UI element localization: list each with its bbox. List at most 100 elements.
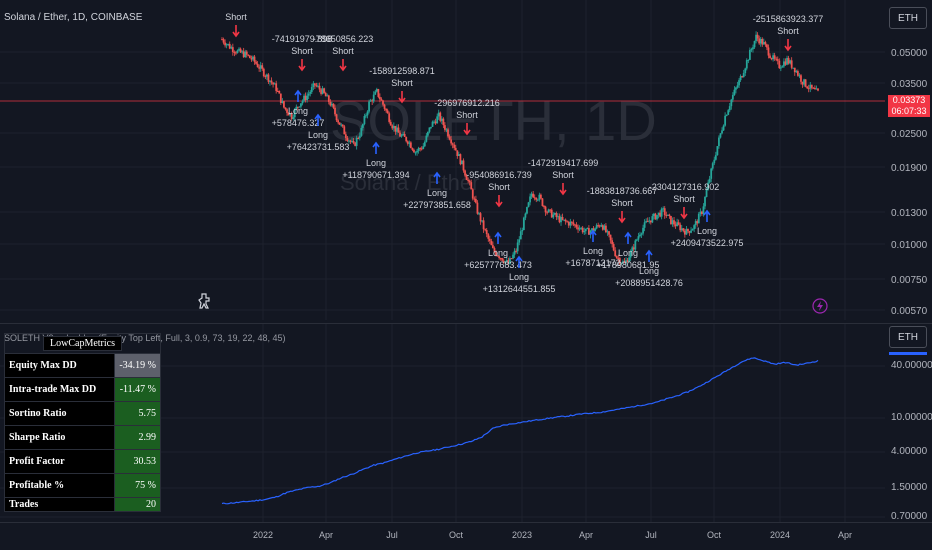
candle-body: [781, 66, 784, 68]
candle-body: [262, 68, 265, 77]
equity-scale-marker: [889, 352, 927, 355]
candle-body: [255, 61, 257, 64]
candle-body: [374, 91, 377, 95]
candle-body: [284, 107, 287, 110]
candle-body: [536, 199, 539, 201]
candle-body: [727, 110, 730, 115]
trade-type-label: Short: [291, 46, 313, 56]
trade-pnl-label: +2088951428.76: [615, 278, 683, 288]
candle-body: [527, 202, 530, 208]
candle-body: [465, 175, 468, 181]
trade-pnl-label: +1678712172: [565, 258, 620, 268]
symbol-title[interactable]: Solana / Ether, 1D, COINBASE: [4, 12, 143, 23]
candle-body: [324, 92, 327, 97]
candle-body: [283, 101, 285, 108]
candle-body: [402, 133, 405, 136]
candle-body: [450, 139, 453, 144]
candle-body: [230, 47, 233, 49]
trade-pnl-label: +625777683.473: [464, 260, 532, 270]
short-arrow-icon: [680, 207, 688, 220]
watermark-main: SOLETH, 1D: [330, 89, 657, 152]
price-tick: 0.00570: [891, 306, 928, 317]
candle-body: [417, 148, 420, 151]
candle-body: [329, 101, 332, 106]
candle-body: [312, 83, 315, 88]
candle-body: [714, 155, 717, 160]
candle-body: [323, 88, 326, 93]
candle-body: [445, 129, 448, 131]
candle-body: [468, 180, 471, 183]
time-axis-divider: [0, 522, 932, 523]
candle-body: [379, 96, 381, 100]
long-arrow-icon: [372, 141, 380, 154]
candle-body: [608, 231, 610, 235]
candle-body: [572, 222, 575, 225]
candle-body: [295, 106, 298, 110]
candle-body: [659, 212, 661, 217]
candle-body: [258, 67, 261, 69]
equity-tick: 10.00000: [891, 412, 932, 423]
currency-button-top[interactable]: ETH: [889, 7, 927, 29]
candle-body: [228, 43, 231, 49]
candle-body: [279, 93, 282, 103]
currency-button-bottom[interactable]: ETH: [889, 326, 927, 348]
candle-body: [227, 43, 230, 45]
candle-body: [670, 215, 672, 225]
candle-body: [331, 103, 333, 106]
candle-body: [612, 244, 615, 251]
candle-body: [225, 44, 228, 46]
candle-body: [256, 63, 259, 68]
trade-pnl-label: +578476.327: [272, 118, 325, 128]
candle-body: [806, 86, 809, 89]
candle-body: [812, 87, 815, 89]
price-chart[interactable]: SOLETH, 1D Solana / Ether Short -74191979…: [0, 0, 885, 320]
trade-type-label: Short: [488, 182, 510, 192]
candle-body: [567, 221, 570, 226]
candle-body: [575, 224, 578, 228]
candle-body: [399, 132, 401, 137]
candle-body: [433, 121, 435, 123]
candle-body: [700, 211, 703, 214]
candle-body: [298, 106, 301, 108]
candle-body: [617, 258, 620, 260]
candle-body: [580, 227, 583, 229]
candle-body: [673, 220, 675, 225]
candle-body: [303, 95, 305, 101]
candle-body: [767, 47, 770, 56]
dino-icon[interactable]: [196, 292, 212, 310]
candle-body: [762, 42, 765, 45]
equity-tick: 4.00000: [891, 446, 928, 457]
lightning-icon[interactable]: [812, 298, 828, 314]
candle-body: [239, 48, 242, 53]
pane-divider[interactable]: [0, 323, 932, 324]
candle-body: [405, 136, 408, 142]
time-tick: Oct: [448, 530, 464, 540]
candle-body: [366, 111, 369, 116]
candle-body: [292, 117, 295, 119]
candle-body: [431, 121, 434, 127]
candle-body: [334, 107, 336, 115]
price-tick: 0.02500: [891, 129, 928, 140]
candle-body: [614, 250, 617, 257]
metric-value: 75 %: [114, 473, 161, 498]
candle-body: [422, 146, 425, 149]
candle-body: [304, 95, 307, 101]
metric-label: Profitable %: [4, 473, 115, 498]
candle-body: [648, 220, 651, 222]
candle-body: [656, 215, 658, 220]
candle-body: [355, 137, 358, 146]
candle-body: [632, 247, 635, 250]
candle-body: [502, 260, 505, 263]
candle-body: [606, 231, 609, 233]
candle-body: [261, 65, 264, 69]
candle-body: [493, 248, 496, 252]
short-arrow-icon: [784, 39, 792, 52]
candle-body: [386, 110, 389, 114]
candle-body: [745, 60, 748, 69]
candle-body: [665, 215, 668, 217]
candle-body: [761, 38, 764, 45]
candle-body: [281, 101, 284, 103]
candle-body: [618, 258, 621, 264]
trade-type-label: Long: [509, 272, 529, 282]
candle-body: [363, 116, 366, 125]
